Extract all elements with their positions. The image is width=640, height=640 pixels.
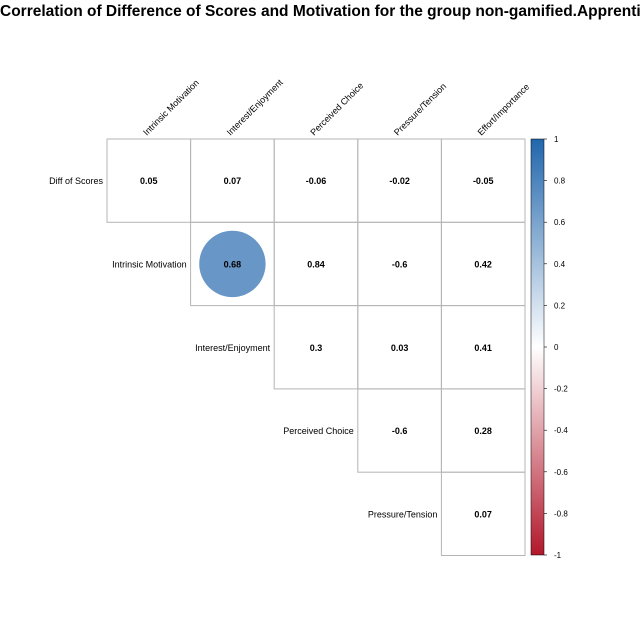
column-label: Intrinsic Motivation	[141, 78, 201, 138]
correlation-value: 0.3	[310, 343, 323, 353]
colorbar-tick-label: 0.4	[554, 260, 566, 269]
correlation-value: 0.07	[474, 509, 492, 519]
colorbar-tick-label: -0.4	[554, 426, 568, 435]
row-label: Perceived Choice	[283, 426, 354, 436]
correlation-circle	[199, 230, 266, 298]
correlation-value: -0.6	[392, 426, 408, 436]
colorbar-tick-label: -0.2	[554, 385, 568, 394]
correlation-value: 0.68	[224, 259, 242, 269]
colorbar-tick-label: 0.6	[554, 218, 566, 227]
row-label: Intrinsic Motivation	[112, 259, 187, 269]
colorbar-tick-label: 0	[554, 343, 559, 352]
correlation-value: 0.28	[474, 426, 492, 436]
correlation-value: 0.07	[224, 176, 242, 186]
chart-title: Correlation of Difference of Scores and …	[0, 3, 640, 20]
colorbar	[530, 138, 545, 556]
correlation-value: 0.84	[307, 259, 325, 269]
column-label: Interest/Enjoyment	[225, 77, 285, 137]
correlation-value: 0.42	[474, 259, 492, 269]
correlation-value: -0.05	[473, 176, 494, 186]
row-label: Interest/Enjoyment	[195, 343, 271, 353]
correlation-value: -0.6	[392, 259, 408, 269]
colorbar-tick-label: -1	[554, 551, 562, 560]
colorbar-tick-label: -0.6	[554, 468, 568, 477]
correlation-value: 0.41	[474, 343, 492, 353]
correlation-value: -0.02	[389, 176, 410, 186]
row-label: Pressure/Tension	[368, 509, 438, 519]
colorbar-tick-label: -0.8	[554, 509, 568, 518]
column-label: Pressure/Tension	[392, 81, 448, 137]
colorbar-tick-label: 0.8	[554, 177, 566, 186]
correlation-value: -0.06	[306, 176, 327, 186]
colorbar-tick-label: 0.2	[554, 301, 566, 310]
colorbar-tick-label: 1	[554, 135, 559, 144]
column-label: Perceived Choice	[308, 80, 365, 137]
row-label: Diff of Scores	[49, 176, 103, 186]
correlation-value: 0.05	[140, 176, 158, 186]
column-label: Effort/Importance	[476, 82, 532, 138]
grid-cell	[440, 471, 526, 557]
correlation-value: 0.03	[391, 343, 409, 353]
